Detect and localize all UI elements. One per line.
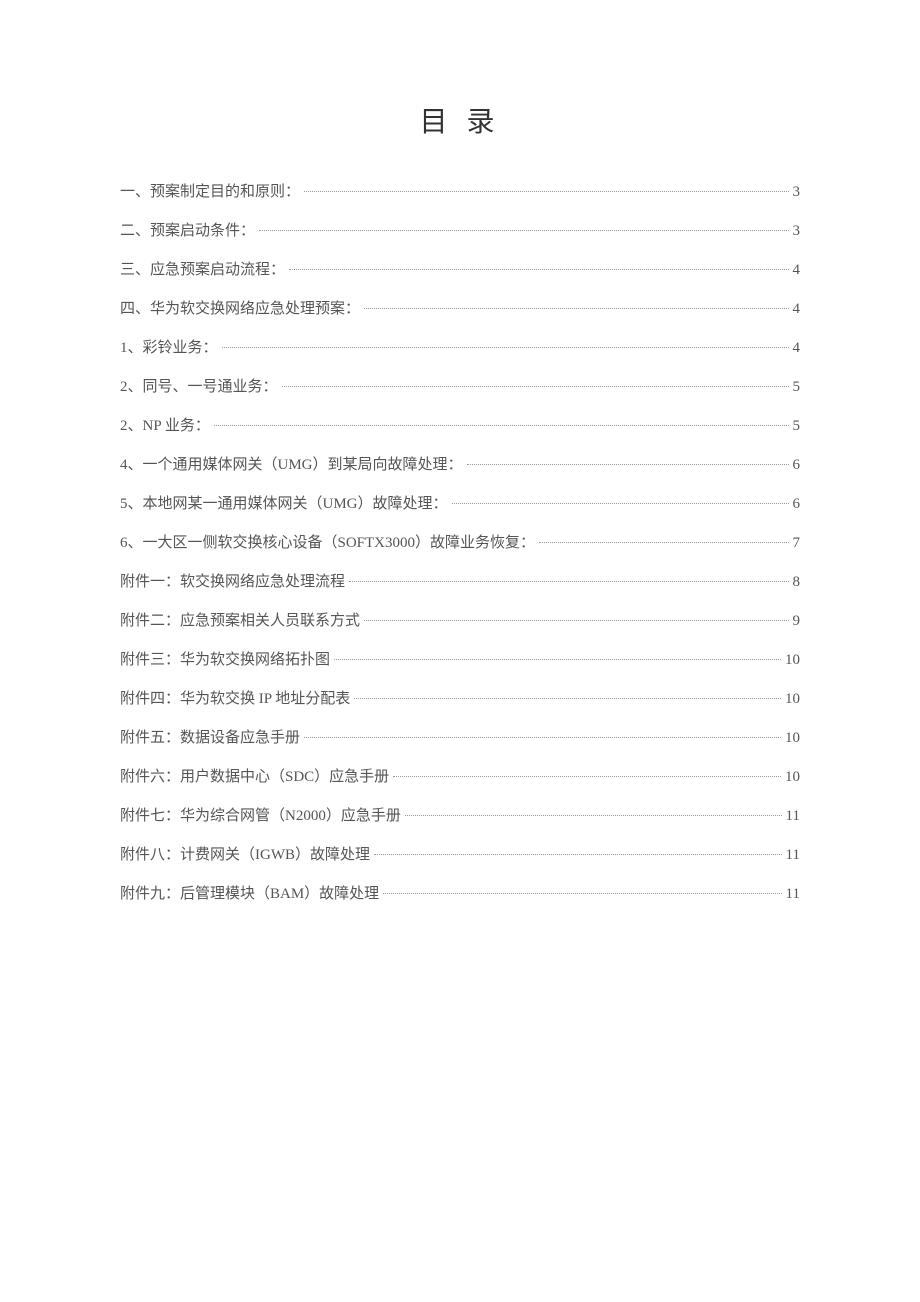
toc-dots	[405, 815, 782, 816]
toc-entry-label: 附件五：数据设备应急手册	[120, 726, 300, 747]
toc-entry-page: 3	[793, 223, 801, 240]
toc-entry: 附件八：计费网关（IGWB）故障处理 11	[120, 843, 800, 864]
toc-entry-page: 10	[785, 652, 800, 669]
toc-dots	[452, 503, 789, 504]
toc-entry-label: 二、预案启动条件：	[120, 219, 255, 240]
toc-entry: 附件二：应急预案相关人员联系方式 9	[120, 609, 800, 630]
toc-entry-label: 附件二：应急预案相关人员联系方式	[120, 609, 360, 630]
toc-entry-page: 9	[793, 613, 801, 630]
toc-entry-page: 4	[793, 262, 801, 279]
toc-entry: 附件六：用户数据中心（SDC）应急手册 10	[120, 765, 800, 786]
toc-entry: 四、华为软交换网络应急处理预案： 4	[120, 297, 800, 318]
toc-entry-label: 附件四：华为软交换 IP 地址分配表	[120, 687, 350, 708]
toc-dots	[289, 269, 788, 270]
toc-entry-label: 四、华为软交换网络应急处理预案：	[120, 297, 360, 318]
toc-entry-label: 附件六：用户数据中心（SDC）应急手册	[120, 765, 389, 786]
toc-entry-label: 4、一个通用媒体网关（UMG）到某局向故障处理：	[120, 453, 463, 474]
toc-entry-page: 11	[786, 808, 800, 825]
toc-dots	[282, 386, 789, 387]
toc-entry-page: 7	[793, 535, 801, 552]
document-page: 目 录 一、预案制定目的和原则： 3 二、预案启动条件： 3 三、应急预案启动流…	[0, 0, 920, 981]
toc-entry: 附件七：华为综合网管（N2000）应急手册 11	[120, 804, 800, 825]
toc-entry-page: 6	[793, 457, 801, 474]
toc-entry: 附件四：华为软交换 IP 地址分配表 10	[120, 687, 800, 708]
toc-entry: 1、彩铃业务： 4	[120, 336, 800, 357]
toc-entry-page: 8	[793, 574, 801, 591]
toc-entry-label: 2、NP 业务：	[120, 414, 210, 435]
toc-entry-label: 附件一：软交换网络应急处理流程	[120, 570, 345, 591]
toc-dots	[354, 698, 781, 699]
toc-entry-label: 附件九：后管理模块（BAM）故障处理	[120, 882, 379, 903]
toc-entry-label: 2、同号、一号通业务：	[120, 375, 278, 396]
toc-entry-label: 三、应急预案启动流程：	[120, 258, 285, 279]
toc-entry: 二、预案启动条件： 3	[120, 219, 800, 240]
toc-dots	[393, 776, 781, 777]
toc-entry-page: 5	[793, 379, 801, 396]
toc-dots	[364, 620, 788, 621]
toc-entry-label: 附件三：华为软交换网络拓扑图	[120, 648, 330, 669]
toc-entry-page: 4	[793, 301, 801, 318]
toc-entry-page: 3	[793, 184, 801, 201]
toc-entry: 4、一个通用媒体网关（UMG）到某局向故障处理： 6	[120, 453, 800, 474]
toc-dots	[349, 581, 788, 582]
toc-entry-label: 5、本地网某一通用媒体网关（UMG）故障处理：	[120, 492, 448, 513]
toc-entry: 5、本地网某一通用媒体网关（UMG）故障处理： 6	[120, 492, 800, 513]
toc-entry: 附件一：软交换网络应急处理流程 8	[120, 570, 800, 591]
toc-entry-label: 附件七：华为综合网管（N2000）应急手册	[120, 804, 401, 825]
toc-entry: 6、一大区一侧软交换核心设备（SOFTX3000）故障业务恢复： 7	[120, 531, 800, 552]
toc-entry-page: 4	[793, 340, 801, 357]
toc-dots	[334, 659, 781, 660]
toc-dots	[304, 191, 788, 192]
toc-dots	[222, 347, 789, 348]
toc-entry-label: 1、彩铃业务：	[120, 336, 218, 357]
toc-dots	[304, 737, 781, 738]
page-title: 目 录	[120, 100, 800, 140]
toc-entry-page: 10	[785, 730, 800, 747]
toc-dots	[374, 854, 782, 855]
toc-entry-label: 一、预案制定目的和原则：	[120, 180, 300, 201]
toc-entry-label: 6、一大区一侧软交换核心设备（SOFTX3000）故障业务恢复：	[120, 531, 535, 552]
toc-dots	[539, 542, 788, 543]
toc-entry-label: 附件八：计费网关（IGWB）故障处理	[120, 843, 370, 864]
toc-entry: 2、NP 业务： 5	[120, 414, 800, 435]
toc-dots	[259, 230, 788, 231]
toc-entry: 附件三：华为软交换网络拓扑图 10	[120, 648, 800, 669]
toc-entry-page: 11	[786, 847, 800, 864]
toc-entry: 一、预案制定目的和原则： 3	[120, 180, 800, 201]
table-of-contents: 一、预案制定目的和原则： 3 二、预案启动条件： 3 三、应急预案启动流程： 4…	[120, 180, 800, 903]
toc-dots	[383, 893, 781, 894]
toc-entry: 三、应急预案启动流程： 4	[120, 258, 800, 279]
toc-entry-page: 5	[793, 418, 801, 435]
toc-entry-page: 6	[793, 496, 801, 513]
toc-entry-page: 10	[785, 769, 800, 786]
toc-dots	[214, 425, 789, 426]
toc-entry: 2、同号、一号通业务： 5	[120, 375, 800, 396]
toc-entry: 附件九：后管理模块（BAM）故障处理 11	[120, 882, 800, 903]
toc-entry: 附件五：数据设备应急手册 10	[120, 726, 800, 747]
toc-entry-page: 10	[785, 691, 800, 708]
toc-dots	[467, 464, 789, 465]
toc-dots	[364, 308, 788, 309]
toc-entry-page: 11	[786, 886, 800, 903]
